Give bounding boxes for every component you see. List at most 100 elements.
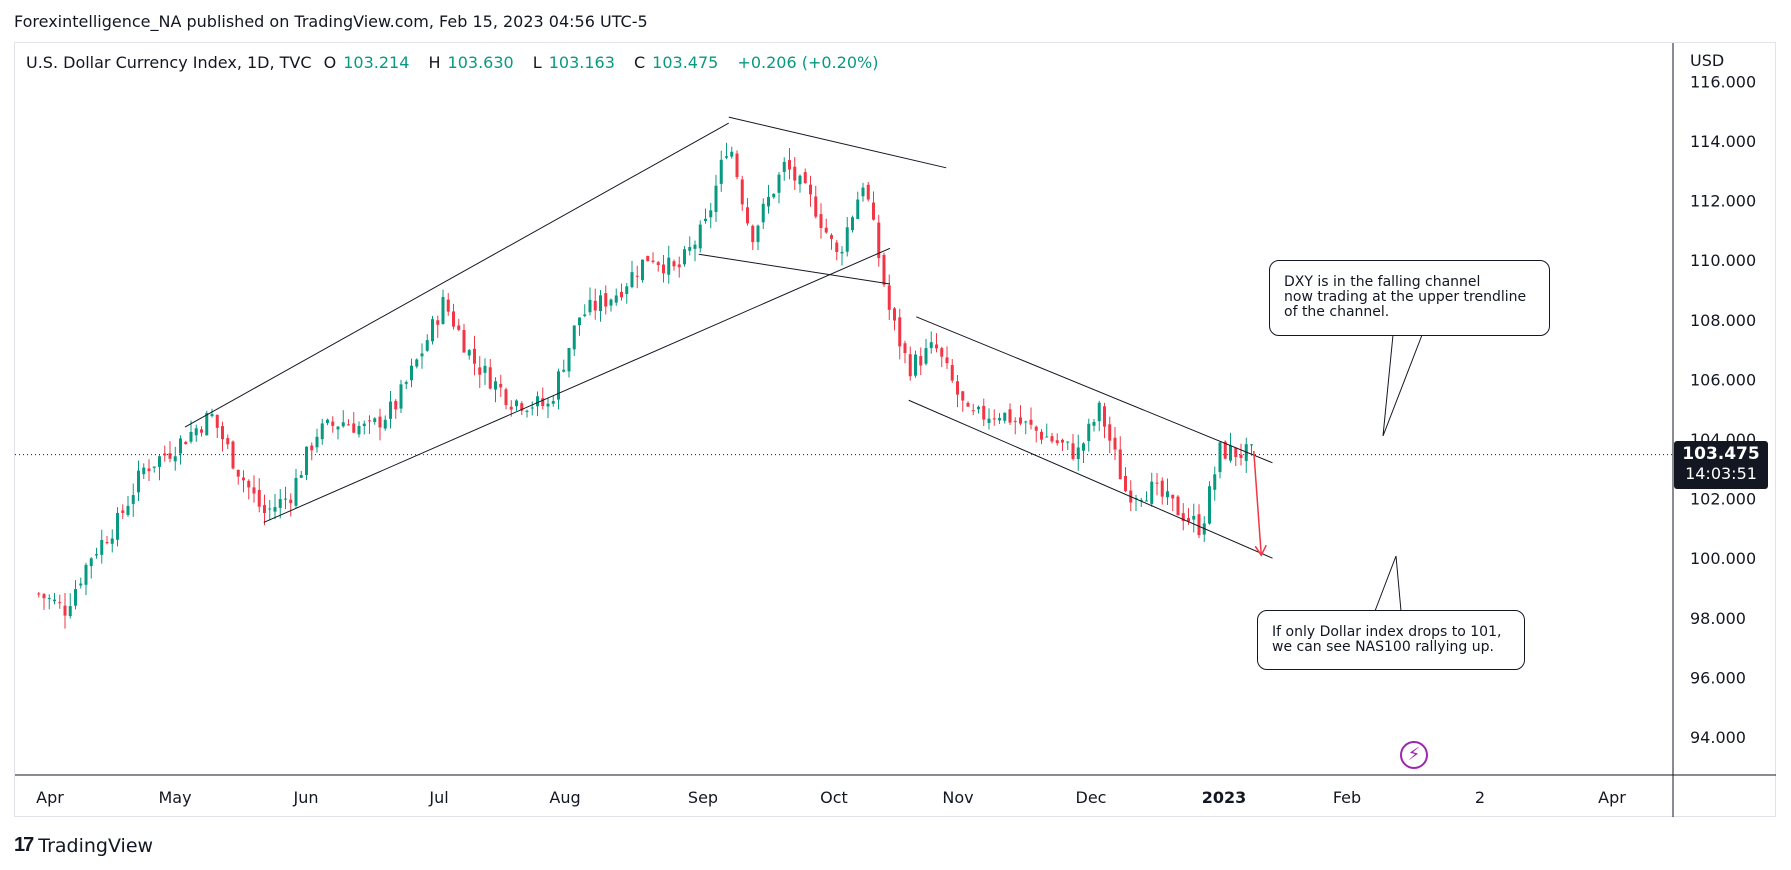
candle-down [593,300,597,311]
candle-up [100,539,104,555]
price-tick-label: 108.000 [1690,311,1756,330]
candle-up [845,227,849,252]
candle-down [541,398,545,406]
flash-icon[interactable]: ⚡ [1400,741,1428,769]
candle-down [940,348,944,357]
candle-up [336,426,340,430]
candle-down [221,426,224,440]
candle-down [462,330,466,353]
candle-up [1066,441,1070,443]
candle-up [667,257,671,275]
candle-down [735,153,739,177]
candle-down [945,357,949,364]
candle-up [89,558,93,567]
callout-nas100[interactable]: If only Dollar index drops to 101, we ca… [1257,610,1525,670]
candle-down [1171,494,1175,499]
candle-down [835,242,839,253]
candle-up [840,251,844,254]
callout-1-pointer [1382,334,1423,437]
candle-up [1097,402,1101,422]
trendline-flag-upper [728,116,947,169]
candle-up [546,403,550,407]
trendline-rising-channel-lower [263,247,891,523]
candle-up [578,317,581,326]
candle-down [478,367,482,375]
price-tick-label: 116.000 [1690,72,1756,91]
close-label: C [633,53,646,72]
candle-up [851,217,854,231]
candle-up [415,359,419,367]
candle-up [158,456,161,467]
candle-up [410,365,413,381]
candle-up [856,199,860,219]
candle-up [326,419,329,423]
candle-down [378,416,382,428]
candle-down [982,405,986,420]
candle-up [194,428,198,436]
candle-down [1155,482,1159,484]
candle-up [777,174,781,193]
candle-up [536,396,539,407]
candle-up [530,407,534,409]
close-value: 103.475 [652,53,719,72]
candle-up [320,423,324,440]
candle-down [866,184,870,200]
time-tick-label: Nov [942,788,973,807]
time-tick-label: 2 [1475,788,1485,807]
candle-up [719,159,723,184]
trendline-falling-channel-lower [908,399,1273,559]
candle-down [352,423,356,433]
candle-up [714,185,718,212]
candle-down [751,225,755,243]
candle-up [1024,421,1028,423]
candle-up [709,210,713,218]
candle-down [830,235,833,239]
candle-up [525,410,529,412]
candle-up [1218,442,1222,473]
candle-up [562,369,566,372]
candle-down [903,343,907,354]
candle-down [893,308,896,321]
candle-down [635,275,639,277]
candle-down [677,264,681,268]
candle-down [331,421,335,426]
candle-down [740,179,744,205]
candle-down [882,254,886,285]
candle-up [977,406,980,410]
candle-down [236,469,240,477]
low-label: L [532,53,542,72]
candle-up [189,431,193,442]
candle-up [572,325,576,350]
candle-up [914,354,917,376]
candle-down [908,354,912,377]
candle-down [1029,419,1033,425]
symbol-name[interactable]: U.S. Dollar Currency Index, 1D, TVC [26,53,312,72]
low-value: 103.163 [548,53,615,72]
candle-up [609,299,613,306]
candle-up [1166,491,1169,498]
candle-down [1160,480,1164,497]
candle-up [278,499,282,508]
tradingview-brand[interactable]: 17 TradingView [14,834,153,857]
candle-up [205,413,209,436]
candle-up [142,467,146,475]
candle-up [179,438,182,454]
candle-up [299,475,303,478]
candle-up [362,423,366,427]
candle-up [798,175,802,185]
candle-up [441,297,445,324]
candle-down [803,172,807,184]
candle-up [1145,500,1148,502]
candle-up [557,371,560,400]
current-price-tag: 103.475 14:03:51 [1674,441,1768,489]
candle-down [184,441,188,445]
candle-up [1150,481,1154,504]
price-tick-label: 100.000 [1690,549,1756,568]
candle-down [1050,436,1054,442]
time-tick-label: Apr [1598,788,1626,807]
candle-up [1208,486,1211,524]
candle-up [1087,423,1091,442]
candle-down [1234,447,1238,457]
callout-falling-channel[interactable]: DXY is in the falling channel now tradin… [1269,260,1550,336]
